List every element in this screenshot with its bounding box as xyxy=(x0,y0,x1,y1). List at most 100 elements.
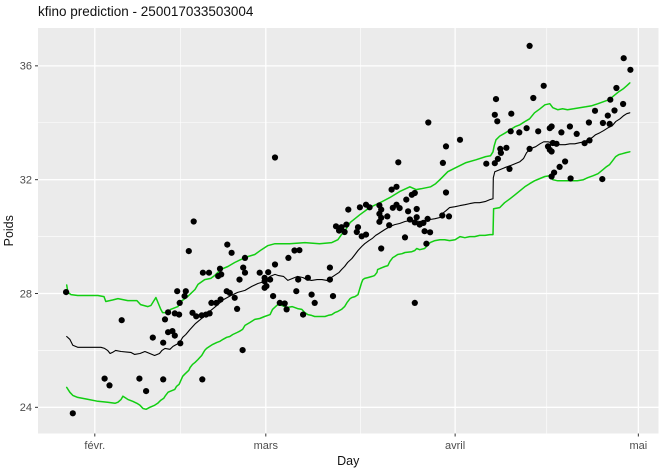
scatter-point xyxy=(338,224,345,231)
scatter-point xyxy=(606,120,613,127)
y-tick-label: 24 xyxy=(20,402,32,414)
scatter-point xyxy=(265,269,272,276)
scatter-point xyxy=(494,118,501,125)
scatter-point xyxy=(420,219,427,226)
scatter-point xyxy=(241,254,249,261)
scatter-point xyxy=(599,119,607,127)
y-tick-label: 36 xyxy=(20,61,32,73)
scatter-point xyxy=(176,311,183,318)
scatter-point xyxy=(508,110,515,117)
scatter-point xyxy=(276,299,283,306)
scatter-point xyxy=(345,206,352,213)
scatter-point xyxy=(586,137,593,144)
scatter-point xyxy=(308,291,315,298)
scatter-point xyxy=(256,269,263,276)
x-tick-label: mai xyxy=(629,440,647,452)
scatter-point xyxy=(261,274,268,281)
x-axis-title: Day xyxy=(337,454,360,468)
scatter-point xyxy=(362,231,370,238)
scatter-point xyxy=(69,410,76,417)
scatter-point xyxy=(161,316,169,323)
scatter-point xyxy=(271,261,279,268)
scatter-point xyxy=(506,165,513,172)
scatter-point xyxy=(411,219,418,226)
scatter-point xyxy=(413,214,420,221)
scatter-point xyxy=(442,189,450,196)
scatter-point xyxy=(405,208,412,215)
scatter-point xyxy=(234,305,241,312)
scatter-point xyxy=(206,310,213,317)
scatter-point xyxy=(160,339,167,346)
scatter-point xyxy=(556,163,563,170)
scatter-point xyxy=(281,300,288,307)
scatter-point xyxy=(386,222,393,229)
scatter-point xyxy=(241,269,249,276)
scatter-point xyxy=(378,245,385,252)
scatter-point xyxy=(548,148,555,155)
scatter-point xyxy=(494,155,501,162)
scatter-point xyxy=(620,55,627,62)
scatter-point xyxy=(149,334,156,341)
scatter-point xyxy=(295,276,302,283)
scatter-point xyxy=(296,247,303,254)
scatter-point xyxy=(311,299,318,306)
scatter-point xyxy=(627,66,634,73)
scatter-point xyxy=(562,158,569,165)
scatter-point xyxy=(535,128,542,135)
scatter-point xyxy=(160,376,167,383)
scatter-point xyxy=(445,213,453,220)
scatter-point xyxy=(267,276,274,283)
scatter-point xyxy=(354,224,362,231)
scatter-point xyxy=(526,42,533,50)
scatter-point xyxy=(620,100,627,108)
scatter-point xyxy=(217,296,224,303)
scatter-point xyxy=(599,176,606,183)
scatter-point xyxy=(240,264,247,271)
scatter-point xyxy=(507,128,514,135)
scatter-point xyxy=(185,248,192,255)
scatter-point xyxy=(548,123,555,130)
scatter-point xyxy=(421,228,428,235)
scatter-point xyxy=(216,265,224,272)
scatter-point xyxy=(136,375,143,382)
scatter-point xyxy=(226,289,233,296)
scatter-point xyxy=(293,288,300,295)
scatter-point xyxy=(343,221,350,228)
scatter-point xyxy=(403,196,410,203)
scatter-point xyxy=(205,269,213,276)
scatter-point xyxy=(393,183,400,190)
scatter-point xyxy=(239,347,246,354)
scatter-point xyxy=(442,143,450,150)
scatter-point xyxy=(208,299,215,306)
scatter-point xyxy=(356,204,363,211)
scatter-point xyxy=(604,112,611,119)
scatter-point xyxy=(165,309,172,316)
scatter-point xyxy=(353,228,360,236)
scatter-point xyxy=(558,129,565,136)
scatter-point xyxy=(613,84,620,92)
scatter-point xyxy=(224,241,231,248)
y-tick-label: 28 xyxy=(20,288,32,300)
scatter-point xyxy=(378,206,385,213)
scatter-point xyxy=(516,129,523,136)
scatter-point xyxy=(439,212,446,219)
scatter-point xyxy=(491,160,498,167)
chart-title: kfino prediction - 250017033503004 xyxy=(38,4,254,19)
scatter-point xyxy=(411,299,418,306)
scatter-point xyxy=(329,293,337,300)
scatter-point xyxy=(218,271,225,278)
scatter-point xyxy=(553,140,560,147)
scatter-point xyxy=(573,130,580,137)
scatter-point xyxy=(263,283,270,290)
scatter-point xyxy=(181,293,188,300)
scatter-point xyxy=(270,293,277,300)
scatter-point xyxy=(581,140,588,147)
scatter-point xyxy=(483,160,490,167)
scatter-point xyxy=(492,96,500,103)
scatter-point xyxy=(427,229,434,236)
scatter-point xyxy=(388,186,395,193)
x-tick-label: mars xyxy=(254,440,279,452)
scatter-point xyxy=(326,276,333,283)
